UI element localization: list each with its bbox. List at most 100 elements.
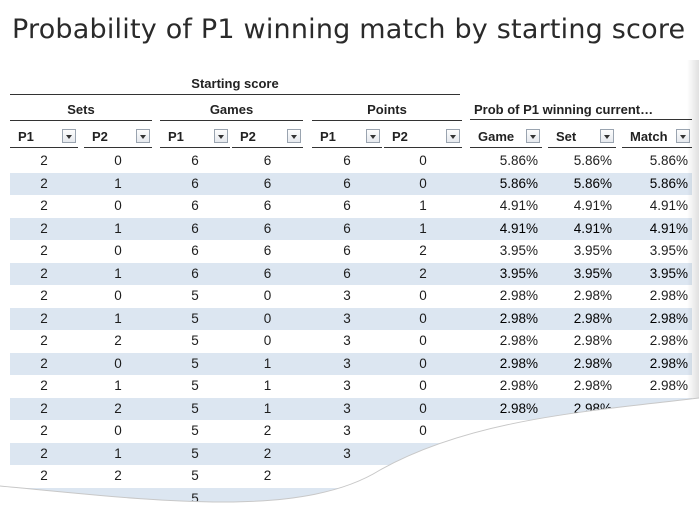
table-row: 2 1 5 1 3 0 2.98% 2.98% 2.98% — [10, 375, 692, 398]
cell-sets-p2: 2 — [114, 468, 122, 483]
cell-games-p1: 5 — [191, 445, 199, 461]
table-row: 2 0 5 0 3 0 2.98% 2.98% 2.98% — [10, 285, 692, 308]
group-header-starting-score: Starting score — [10, 76, 460, 95]
cell-prob-match — [622, 465, 688, 488]
filter-dropdown-button[interactable] — [136, 129, 150, 143]
cell-sets-p2: 0 — [114, 423, 122, 438]
cell-games-p1: 5 — [191, 378, 199, 393]
cell-points-p1 — [312, 488, 382, 511]
cell-sets-p2: 1 — [114, 265, 122, 281]
column-header-points-p1: P1 — [312, 126, 382, 148]
cell-games-p1: 5 — [191, 333, 199, 348]
cell-prob-set — [548, 420, 612, 443]
filter-dropdown-button[interactable] — [676, 129, 690, 143]
cell-points-p1 — [312, 465, 382, 488]
cell-prob-game: 2.98% — [499, 333, 538, 348]
cell-games-p2: 0 — [263, 333, 272, 348]
table-row: 2 1 6 6 6 0 5.86% 5.86% 5.86% — [10, 172, 692, 195]
cell-prob-match — [622, 488, 688, 511]
column-header-sets-p1: P1 — [10, 126, 78, 148]
column-header-prob-game: Game — [470, 126, 542, 148]
cell-games-p2: 2 — [263, 445, 272, 461]
filter-dropdown-button[interactable] — [366, 129, 380, 143]
cell-games-p1: 6 — [191, 243, 199, 258]
group-header-games: Games — [160, 100, 303, 121]
cell-games-p2: 2 — [263, 468, 272, 483]
table-row: 2 2 5 0 3 0 2.98% 2.98% 2.98% — [10, 330, 692, 353]
cell-games-p2: 6 — [263, 243, 272, 258]
cell-prob-game — [470, 420, 538, 443]
column-header-label: Game — [478, 129, 515, 144]
column-header-label: P2 — [92, 129, 108, 144]
cell-sets-p1: 2 — [40, 310, 48, 326]
column-header-prob-match: Match — [622, 126, 692, 148]
cell-games-p2: 2 — [263, 423, 272, 438]
filter-dropdown-button[interactable] — [526, 129, 540, 143]
cell-prob-match: 4.91% — [649, 220, 688, 236]
cell-prob-set: 2.98% — [573, 400, 612, 416]
cell-prob-game: 4.91% — [499, 220, 538, 236]
filter-dropdown-button[interactable] — [600, 129, 614, 143]
cell-points-p1: 6 — [343, 265, 351, 281]
cell-games-p2: 0 — [263, 288, 272, 303]
cell-sets-p2: 2 — [114, 333, 122, 348]
cell-prob-match: 2.98% — [649, 378, 688, 393]
cell-sets-p1: 2 — [40, 355, 48, 371]
cell-prob-game — [470, 443, 538, 466]
cell-prob-match: 2.98% — [649, 333, 688, 348]
cell-points-p2: 0 — [419, 175, 427, 191]
cell-sets-p2: 1 — [114, 445, 122, 461]
cell-points-p2: 0 — [419, 378, 427, 393]
cell-prob-game: 2.98% — [499, 355, 538, 371]
cell-games-p2 — [232, 488, 303, 511]
cell-sets-p1: 2 — [40, 333, 48, 348]
cell-games-p1: 6 — [191, 153, 199, 168]
cell-prob-match: 5.86% — [649, 153, 688, 168]
cell-points-p1: 6 — [343, 153, 351, 168]
column-header-label: Match — [630, 129, 668, 144]
cell-sets-p1: 2 — [40, 198, 48, 213]
cell-sets-p2: 0 — [114, 355, 122, 371]
cell-prob-game: 2.98% — [499, 310, 538, 326]
cell-sets-p1: 2 — [40, 378, 48, 393]
cell-prob-game: 2.98% — [499, 378, 538, 393]
cell-sets-p2: 0 — [114, 198, 122, 213]
cell-prob-set: 2.98% — [573, 355, 612, 371]
column-header-label: Set — [556, 129, 577, 144]
cell-games-p1: 6 — [191, 220, 199, 236]
cell-sets-p2 — [84, 488, 152, 511]
column-header-label: P1 — [320, 129, 336, 144]
table-row: 2 2 5 1 3 0 2.98% 2.98% 2.98% — [10, 397, 692, 420]
cell-points-p2 — [384, 465, 462, 488]
cell-points-p1: 6 — [343, 220, 351, 236]
filter-dropdown-button[interactable] — [287, 129, 301, 143]
cell-prob-match: 2.98% — [649, 400, 688, 416]
table-row: 2 1 6 6 6 1 4.91% 4.91% 4.91% — [10, 217, 692, 240]
cell-games-p2: 1 — [263, 355, 272, 371]
cell-games-p2: 1 — [263, 400, 272, 416]
cell-games-p1: 6 — [191, 265, 199, 281]
cell-sets-p1: 2 — [40, 288, 48, 303]
filter-dropdown-button[interactable] — [62, 129, 76, 143]
table-body: 2 0 6 6 6 0 5.86% 5.86% 5.86% 2 1 6 6 6 0 5.86% 5.86% 5.8… — [10, 150, 692, 510]
cell-points-p2: 0 — [419, 153, 427, 168]
column-header-label: P2 — [392, 129, 408, 144]
group-header-row: Sets Games Points Prob of P1 winning cur… — [10, 100, 692, 121]
cell-prob-set: 4.91% — [573, 198, 612, 213]
cell-prob-game: 5.86% — [499, 153, 538, 168]
column-header-label: P1 — [168, 129, 184, 144]
cell-points-p1: 3 — [343, 423, 351, 438]
filter-dropdown-button[interactable] — [214, 129, 228, 143]
cell-prob-set: 2.98% — [573, 310, 612, 326]
cell-sets-p1: 2 — [40, 175, 48, 191]
cell-prob-set: 2.98% — [573, 333, 612, 348]
cell-sets-p2: 0 — [114, 153, 122, 168]
column-header-sets-p2: P2 — [84, 126, 152, 148]
cell-points-p1: 3 — [343, 400, 351, 416]
cell-sets-p1: 2 — [40, 468, 48, 483]
filter-dropdown-button[interactable] — [446, 129, 460, 143]
cell-sets-p2: 1 — [114, 220, 122, 236]
cell-points-p2: 0 — [419, 423, 427, 438]
table-row: 2 2 5 2 — [10, 465, 692, 488]
cell-sets-p1: 2 — [40, 265, 48, 281]
